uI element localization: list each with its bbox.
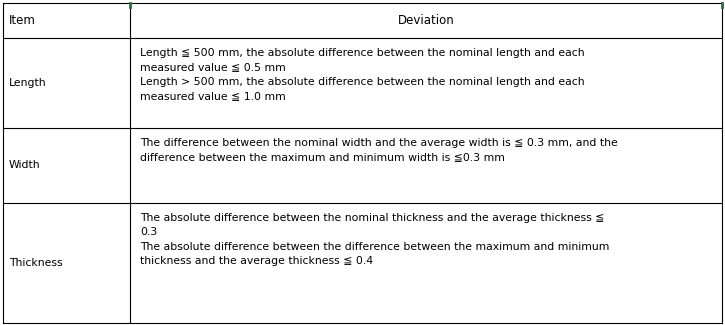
Text: Length: Length	[9, 78, 46, 88]
Text: Thickness: Thickness	[9, 258, 62, 268]
Text: The absolute difference between the nominal thickness and the average thickness : The absolute difference between the nomi…	[140, 213, 610, 266]
Text: The difference between the nominal width and the average width is ≦ 0.3 mm, and : The difference between the nominal width…	[140, 138, 618, 162]
Text: Length ≦ 500 mm, the absolute difference between the nominal length and each
mea: Length ≦ 500 mm, the absolute difference…	[140, 48, 584, 101]
Text: Width: Width	[9, 161, 41, 171]
Text: Item: Item	[9, 14, 36, 27]
Text: Deviation: Deviation	[397, 14, 455, 27]
